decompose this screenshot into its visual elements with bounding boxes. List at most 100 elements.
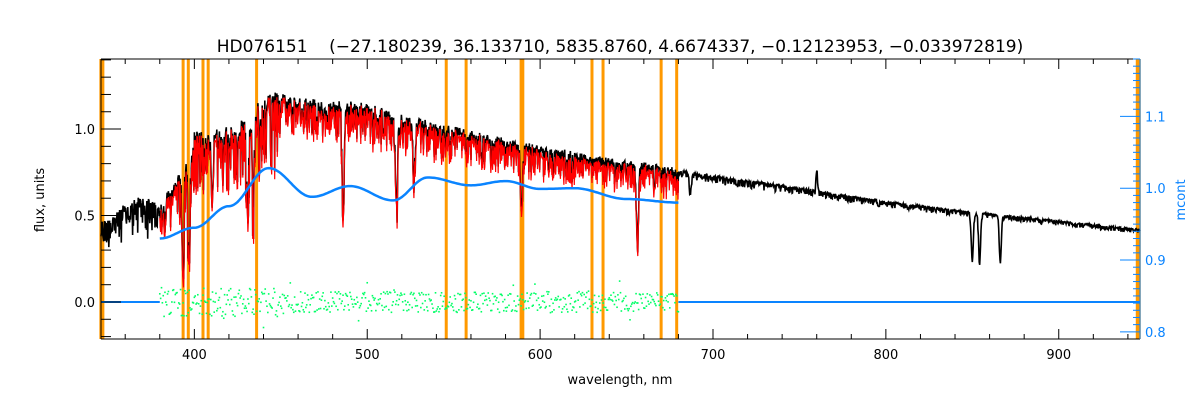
residual-point — [475, 293, 477, 295]
residual-point — [166, 293, 169, 295]
residual-point — [269, 304, 272, 307]
residual-point — [589, 305, 592, 308]
residual-point — [182, 302, 184, 304]
residual-point — [625, 304, 628, 307]
residual-point — [502, 300, 504, 303]
residual-point — [273, 291, 276, 294]
residual-point — [637, 308, 640, 311]
residual-point — [377, 298, 380, 301]
residual-point — [210, 314, 213, 317]
residual-point — [524, 300, 527, 302]
residual-point — [500, 293, 503, 296]
residual-point — [272, 297, 274, 299]
residual-point — [343, 305, 346, 307]
residual-point — [547, 293, 549, 295]
residual-point — [559, 299, 561, 301]
residual-point — [233, 296, 235, 298]
residual-point — [348, 309, 350, 311]
residual-point — [552, 302, 554, 305]
residual-point — [375, 309, 377, 312]
residual-point — [538, 303, 541, 306]
residual-point — [452, 309, 455, 312]
residual-point — [349, 291, 351, 294]
residual-point — [209, 298, 212, 301]
residual-point — [263, 292, 266, 295]
residual-point — [560, 311, 563, 313]
residual-point — [285, 297, 287, 299]
residual-point — [453, 294, 456, 297]
residual-point — [598, 302, 601, 304]
residual-point — [173, 301, 176, 304]
residual-point — [358, 306, 361, 309]
residual-point — [520, 305, 522, 307]
residual-point — [266, 305, 268, 308]
residual-point — [399, 294, 401, 297]
residual-point — [641, 302, 643, 304]
residual-point — [260, 301, 262, 304]
residual-point — [675, 295, 678, 297]
y2-tick-label: 1.0 — [1145, 182, 1166, 197]
residual-point — [542, 294, 545, 297]
residual-point — [226, 294, 229, 296]
residual-point — [296, 304, 299, 306]
residual-point — [543, 301, 546, 304]
residual-point — [311, 294, 313, 296]
residual-point — [324, 305, 327, 308]
residual-point — [484, 295, 487, 297]
residual-point — [419, 294, 421, 296]
residual-point — [620, 310, 623, 312]
residual-point — [392, 301, 394, 303]
residual-point — [545, 305, 547, 308]
residual-point — [334, 291, 337, 293]
residual-point — [622, 299, 624, 302]
residual-point — [409, 293, 412, 295]
residual-point — [525, 307, 528, 310]
residual-point — [455, 310, 458, 313]
residual-point — [479, 294, 482, 297]
residual-point — [649, 294, 651, 296]
residual-point — [187, 311, 190, 314]
residual-point — [242, 298, 245, 301]
y2-tick-label: 1.1 — [1145, 110, 1166, 125]
residual-point — [201, 313, 203, 316]
residual-point — [611, 300, 614, 302]
residual-point — [576, 292, 579, 294]
residual-point — [569, 302, 572, 305]
residual-point — [386, 290, 388, 293]
residual-point — [374, 297, 376, 300]
residual-point — [483, 299, 486, 302]
residual-point — [675, 293, 677, 296]
residual-point — [216, 309, 218, 312]
residual-point — [666, 295, 668, 297]
residual-point — [203, 300, 206, 302]
residual-point — [575, 311, 578, 313]
residual-point — [430, 299, 432, 301]
residual-point — [343, 308, 345, 311]
residual-point — [407, 308, 410, 311]
residual-point — [438, 310, 440, 313]
residual-point — [170, 311, 172, 314]
residual-point — [636, 302, 639, 304]
residual-point — [376, 303, 379, 306]
residual-point — [305, 304, 308, 306]
residual-point — [333, 302, 336, 305]
residual-point — [583, 293, 585, 296]
residual-point — [617, 298, 620, 301]
residual-point — [477, 303, 479, 306]
residual-point — [340, 302, 343, 305]
residual-point — [656, 292, 658, 294]
residual-point — [243, 307, 246, 310]
residual-point — [354, 303, 356, 305]
residual-point — [447, 305, 450, 308]
residual-point — [278, 301, 280, 304]
residual-point — [325, 309, 328, 311]
residual-point — [184, 292, 187, 295]
residual-point — [580, 294, 583, 297]
residual-point — [592, 302, 595, 305]
residual-point — [463, 309, 465, 312]
residual-point — [365, 310, 368, 313]
residual-point — [299, 310, 301, 313]
residual-point — [175, 292, 178, 294]
residual-point — [446, 305, 449, 307]
residual-point — [299, 291, 302, 293]
